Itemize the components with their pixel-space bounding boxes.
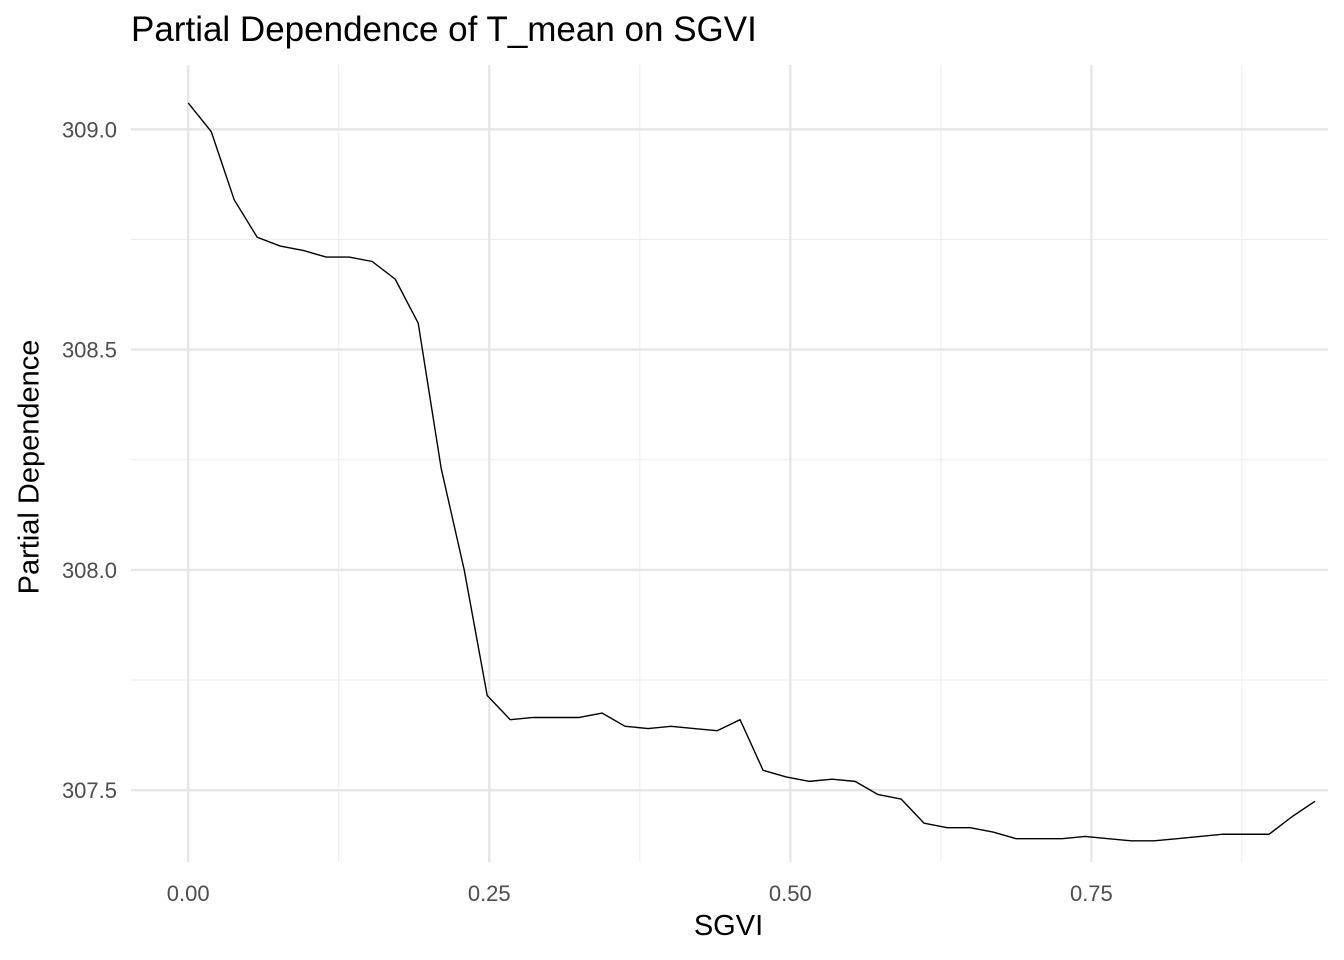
series-line (187, 102, 1316, 842)
tick-labels: 0.00 0.25 0.50 0.75 307.5 308.0 308.5 309.0 (62, 117, 1113, 906)
series-layer (187, 102, 1316, 842)
x-tick-label: 0.00 (167, 881, 210, 906)
minor-gridlines (131, 65, 1328, 862)
major-gridlines (131, 65, 1328, 862)
x-axis-label: SGVI (693, 910, 764, 942)
y-tick-label: 308.0 (62, 558, 117, 583)
y-tick-label: 309.0 (62, 117, 117, 142)
x-tick-label: 0.50 (769, 881, 812, 906)
chart-title: Partial Dependence of T_mean on SGVI (131, 10, 757, 49)
x-tick-label: 0.25 (468, 881, 511, 906)
y-axis-label: Partial Dependence (13, 339, 46, 595)
y-tick-label: 307.5 (62, 778, 117, 803)
x-tick-label: 0.75 (1070, 881, 1113, 906)
y-tick-label: 308.5 (62, 338, 117, 363)
